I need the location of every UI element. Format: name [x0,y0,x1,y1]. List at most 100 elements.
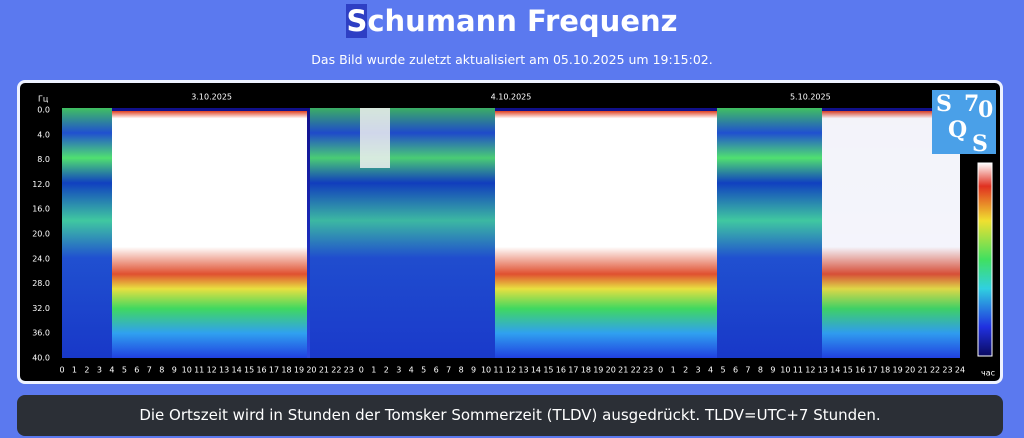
y-unit: Гц [38,95,49,104]
logo-letter: S [936,91,952,117]
x-tick-label: 7 [147,366,152,375]
x-tick-label: 14 [830,366,840,375]
x-tick-label: 15 [543,366,553,375]
x-tick-label: 0 [359,366,364,375]
x-tick-label: 12 [805,366,815,375]
x-tick-label: 18 [581,366,591,375]
x-tick-label: 23 [942,366,952,375]
logo [932,90,996,154]
x-tick-label: 20 [306,366,316,375]
x-tick-label: 5 [720,366,725,375]
x-tick-label: 15 [843,366,853,375]
x-tick-label: 2 [84,366,89,375]
x-tick-label: 5 [122,366,127,375]
x-tick-label: 6 [733,366,738,375]
x-tick-label: 10 [780,366,790,375]
x-tick-label: 13 [219,366,229,375]
x-tick-label: 3 [396,366,401,375]
x-tick-label: 11 [493,366,503,375]
subtitle: Das Bild wurde zuletzt aktualisiert am 0… [311,52,713,67]
spectrogram: час Гц 0.0 4.0 8.0 12.0 16.0 20.0 24.0 28.0 32.0… [32,90,996,378]
x-tick-label: 19 [294,366,304,375]
x-tick-label: 3 [97,366,102,375]
x-tick-label: 20 [606,366,616,375]
y-tick-label: 36.0 [32,329,50,338]
x-tick-label: 8 [459,366,464,375]
x-tick-label: 16 [855,366,865,375]
x-tick-label: 9 [172,366,177,375]
x-tick-label: 9 [471,366,476,375]
x-tick-label: 7 [446,366,451,375]
x-tick-label: 0 [59,366,64,375]
y-tick-label: 32.0 [32,304,50,313]
x-tick-label: 21 [618,366,628,375]
y-tick-label: 28.0 [32,279,50,288]
x-tick-label: 7 [745,366,750,375]
x-tick-label: 12 [207,366,217,375]
x-tick-label: 8 [159,366,164,375]
x-tick-label: 24 [955,366,965,375]
x-tick-label: 12 [506,366,516,375]
logo-letter: 7 [964,91,979,117]
x-tick-label: 21 [319,366,329,375]
band-region [717,108,822,358]
x-tick-label: 4 [708,366,713,375]
x-tick-label: 3 [696,366,701,375]
x-tick-label: 11 [194,366,204,375]
footer-note: Die Ortszeit wird in Stunden der Tomsker… [17,395,1003,436]
date-label: 4.10.2025 [491,93,532,102]
x-tick-label: 21 [917,366,927,375]
logo-letter: Q [948,117,967,143]
x-tick-label: 22 [331,366,341,375]
x-tick-label: 19 [893,366,903,375]
x-tick-label: 10 [481,366,491,375]
x-tick-label: 19 [593,366,603,375]
logo-letter: 0 [978,97,993,123]
band-region [310,108,495,358]
x-tick-label: 6 [434,366,439,375]
x-tick-label: 17 [269,366,279,375]
x-tick-label: 1 [371,366,376,375]
x-tick-label: 15 [244,366,254,375]
x-tick-label: 17 [868,366,878,375]
x-tick-label: 18 [880,366,890,375]
x-tick-label: 6 [134,366,139,375]
y-tick-label: 16.0 [32,205,50,214]
y-tick-label: 12.0 [32,180,50,189]
y-tick-label: 8.0 [37,155,50,164]
y-tick-label: 0.0 [37,106,50,115]
intensity-region [495,111,717,358]
x-tick-label: 17 [568,366,578,375]
logo-letter: S [972,131,988,157]
x-tick-label: 1 [72,366,77,375]
x-tick-label: 4 [409,366,414,375]
x-tick-label: 16 [256,366,266,375]
x-tick-label: 8 [758,366,763,375]
x-tick-label: 2 [683,366,688,375]
x-tick-label: 20 [905,366,915,375]
x-tick-label: 23 [643,366,653,375]
x-tick-label: 13 [518,366,528,375]
date-label: 3.10.2025 [191,93,232,102]
intensity-region [112,111,307,358]
spectrogram-frame: час Гц 0.0 4.0 8.0 12.0 16.0 20.0 24.0 28.0 32.0… [17,80,1003,384]
x-tick-label: 14 [531,366,541,375]
y-tick-label: 4.0 [37,130,50,139]
band-region [62,108,112,358]
x-tick-label: 22 [930,366,940,375]
y-tick-label: 24.0 [32,254,50,263]
x-tick-label: 14 [232,366,242,375]
x-tick-label: 9 [770,366,775,375]
page-title: Schumann Frequenz [0,4,1024,38]
intensity-region [360,108,390,168]
x-tick-label: 5 [421,366,426,375]
x-tick-label: 2 [384,366,389,375]
x-tick-label: 1 [671,366,676,375]
colorbar [977,162,993,357]
x-tick-label: 13 [818,366,828,375]
x-tick-label: 22 [631,366,641,375]
x-tick-label: 0 [658,366,663,375]
x-unit: час [981,369,995,378]
x-tick-label: 16 [556,366,566,375]
